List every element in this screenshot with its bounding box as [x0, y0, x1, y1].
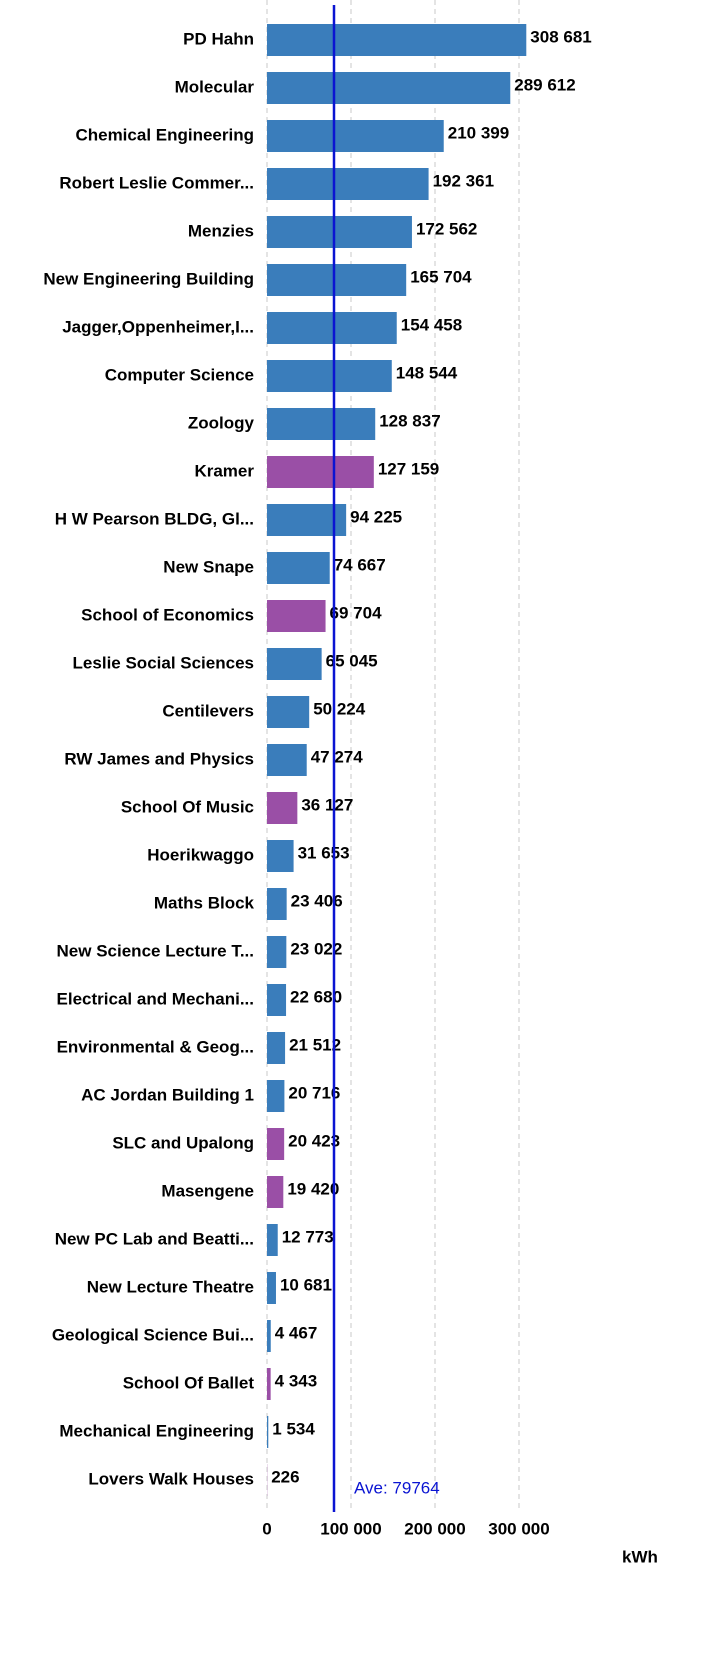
bar [267, 744, 307, 776]
bar [267, 1080, 284, 1112]
y-tick-label: Masengene [161, 1181, 254, 1200]
y-tick-label: Zoology [188, 413, 255, 432]
y-tick-label: Mechanical Engineering [59, 1421, 254, 1440]
bar [267, 1176, 283, 1208]
value-label: 94 225 [350, 507, 402, 526]
bar [267, 456, 374, 488]
value-label: 31 653 [298, 843, 350, 862]
value-label: 47 274 [311, 747, 364, 766]
y-tick-label: RW James and Physics [64, 749, 254, 768]
value-label: 226 [271, 1467, 299, 1486]
bar [267, 1368, 271, 1400]
bar [267, 1272, 276, 1304]
y-tick-label: New Science Lecture T... [57, 941, 254, 960]
x-tick-label: 100 000 [320, 1519, 381, 1538]
y-tick-label: AC Jordan Building 1 [81, 1085, 254, 1104]
x-tick-label: 200 000 [404, 1519, 465, 1538]
value-label: 1 534 [272, 1419, 315, 1438]
y-tick-label: Robert Leslie Commer... [59, 173, 254, 192]
bar [267, 264, 406, 296]
bar [267, 792, 297, 824]
value-label: 36 127 [301, 795, 353, 814]
y-tick-label: Geological Science Bui... [52, 1325, 254, 1344]
y-tick-label: Electrical and Mechani... [57, 989, 254, 1008]
y-tick-label: Environmental & Geog... [57, 1037, 254, 1056]
y-tick-label: Kramer [194, 461, 254, 480]
y-tick-label: New Engineering Building [43, 269, 254, 288]
bar [267, 984, 286, 1016]
bar [267, 312, 397, 344]
x-tick-label: 300 000 [488, 1519, 549, 1538]
value-label: 289 612 [514, 75, 575, 94]
x-tick-label: 0 [262, 1519, 271, 1538]
value-label: 19 420 [287, 1179, 339, 1198]
value-label: 20 716 [288, 1083, 340, 1102]
y-tick-label: New Lecture Theatre [87, 1277, 254, 1296]
y-tick-label: Lovers Walk Houses [88, 1469, 254, 1488]
y-tick-label: Jagger,Oppenheimer,I... [62, 317, 254, 336]
y-tick-label: Centilevers [162, 701, 254, 720]
bar [267, 72, 510, 104]
y-tick-label: New PC Lab and Beatti... [55, 1229, 254, 1248]
y-tick-label: School Of Music [121, 797, 254, 816]
value-label: 172 562 [416, 219, 477, 238]
value-label: 4 343 [275, 1371, 318, 1390]
bar [267, 648, 322, 680]
bar [267, 1032, 285, 1064]
value-label: 50 224 [313, 699, 366, 718]
y-tick-label: Menzies [188, 221, 254, 240]
bar [267, 408, 375, 440]
bar [267, 888, 287, 920]
y-tick-label: School Of Ballet [123, 1373, 255, 1392]
bar [267, 552, 330, 584]
bar [267, 696, 309, 728]
bar [267, 216, 412, 248]
bar [267, 840, 294, 872]
value-label: 10 681 [280, 1275, 332, 1294]
y-tick-label: Maths Block [154, 893, 255, 912]
value-label: 128 837 [379, 411, 440, 430]
y-tick-label: PD Hahn [183, 29, 254, 48]
y-tick-label: SLC and Upalong [112, 1133, 254, 1152]
bar [267, 936, 286, 968]
value-label: 69 704 [330, 603, 383, 622]
bar [267, 168, 429, 200]
y-tick-label: Molecular [175, 77, 255, 96]
average-label: Ave: 79764 [354, 1478, 440, 1497]
value-label: 165 704 [410, 267, 472, 286]
y-tick-label: School of Economics [81, 605, 254, 624]
value-label: 148 544 [396, 363, 458, 382]
y-tick-label: Computer Science [105, 365, 254, 384]
value-label: 210 399 [448, 123, 509, 142]
bar [267, 120, 444, 152]
bar [267, 1416, 268, 1448]
bar [267, 24, 526, 56]
bar [267, 360, 392, 392]
y-tick-label: Hoerikwaggo [147, 845, 254, 864]
y-tick-label: Leslie Social Sciences [73, 653, 254, 672]
y-tick-label: Chemical Engineering [75, 125, 254, 144]
bar [267, 1128, 284, 1160]
bar [267, 1224, 278, 1256]
value-label: 12 773 [282, 1227, 334, 1246]
y-tick-label: H W Pearson BLDG, Gl... [55, 509, 254, 528]
bar [267, 1320, 271, 1352]
value-label: 4 467 [275, 1323, 318, 1342]
x-axis-label: kWh [622, 1547, 658, 1566]
value-label: 192 361 [433, 171, 494, 190]
y-tick-label: New Snape [163, 557, 254, 576]
value-label: 20 423 [288, 1131, 340, 1150]
value-label: 127 159 [378, 459, 439, 478]
value-label: 308 681 [530, 27, 591, 46]
bar [267, 600, 326, 632]
value-label: 74 667 [334, 555, 386, 574]
value-label: 154 458 [401, 315, 462, 334]
